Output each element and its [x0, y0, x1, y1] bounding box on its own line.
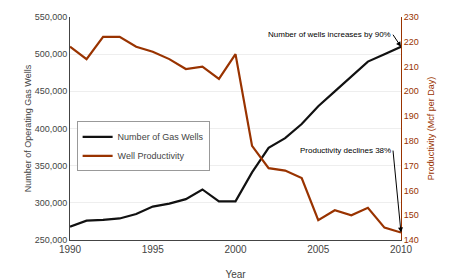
svg-text:210: 210	[404, 62, 419, 72]
svg-text:170: 170	[404, 161, 419, 171]
svg-text:180: 180	[404, 136, 419, 146]
svg-text:500,000: 500,000	[35, 49, 68, 59]
svg-text:Number of Operating Gas Wells: Number of Operating Gas Wells	[23, 64, 33, 192]
svg-text:Number of Gas Wells: Number of Gas Wells	[118, 132, 204, 142]
svg-text:2000: 2000	[224, 244, 247, 255]
svg-text:160: 160	[404, 186, 419, 196]
svg-text:Productivity declines 38%: Productivity declines 38%	[300, 146, 391, 155]
svg-text:140: 140	[404, 235, 419, 245]
svg-text:230: 230	[404, 12, 419, 22]
svg-text:300,000: 300,000	[35, 198, 68, 208]
svg-text:450,000: 450,000	[35, 86, 68, 96]
svg-text:2005: 2005	[307, 244, 330, 255]
svg-text:350,000: 350,000	[35, 161, 68, 171]
svg-text:1990: 1990	[59, 244, 82, 255]
svg-text:190: 190	[404, 111, 419, 121]
svg-text:Well Productivity: Well Productivity	[118, 151, 185, 161]
svg-text:250,000: 250,000	[35, 235, 68, 245]
svg-text:400,000: 400,000	[35, 124, 68, 134]
svg-text:220: 220	[404, 37, 419, 47]
svg-text:150: 150	[404, 210, 419, 220]
svg-text:Productivity (Mcf per Day): Productivity (Mcf per Day)	[426, 77, 436, 181]
svg-text:2010: 2010	[390, 244, 413, 255]
svg-text:200: 200	[404, 86, 419, 96]
svg-text:550,000: 550,000	[35, 12, 68, 22]
svg-text:1995: 1995	[142, 244, 165, 255]
svg-text:Year: Year	[225, 269, 246, 280]
svg-text:Number of wells increases by 9: Number of wells increases by 90%	[268, 30, 391, 39]
